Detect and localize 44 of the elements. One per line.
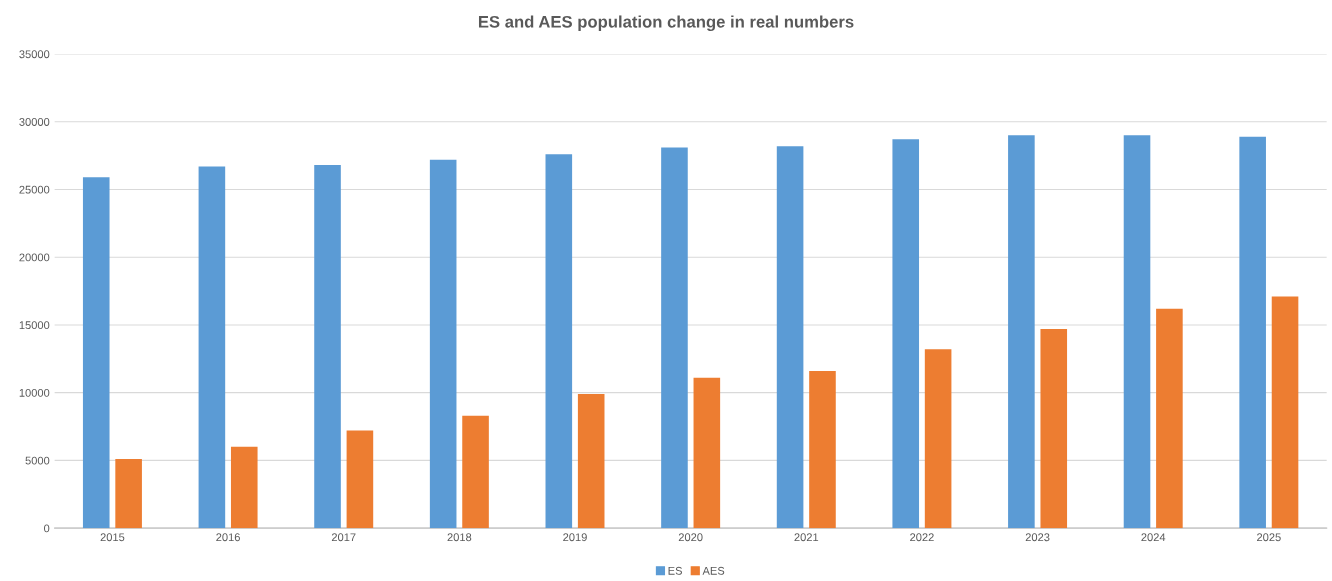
y-tick-label: 15000 [19, 321, 50, 330]
legend-label: ES [668, 566, 682, 575]
bar [1123, 135, 1151, 529]
bar [1271, 296, 1299, 529]
legend-label: AES [702, 566, 725, 575]
bar [776, 146, 804, 529]
bar [346, 430, 374, 529]
y-tick-label: 35000 [19, 50, 50, 59]
bar [82, 177, 110, 529]
x-tick-label: 2020 [678, 533, 703, 542]
y-tick-label: 10000 [19, 388, 50, 397]
y-tick-label: 25000 [19, 185, 50, 194]
bar [230, 446, 258, 529]
x-tick-label: 2023 [1025, 533, 1050, 542]
y-tick-label: 5000 [25, 456, 50, 465]
bar [545, 154, 573, 529]
bar [661, 147, 688, 529]
x-tick-label: 2024 [1141, 533, 1166, 542]
x-tick-label: 2015 [100, 533, 125, 542]
x-tick-label: 2019 [563, 533, 587, 542]
bar [577, 394, 605, 529]
y-tick-label: 20000 [19, 253, 50, 262]
bar [1239, 136, 1266, 529]
x-tick-label: 2017 [331, 533, 356, 542]
y-tick-label: 0 [44, 524, 50, 533]
x-tick-label: 2022 [910, 533, 934, 542]
x-tick-label: 2018 [447, 533, 472, 542]
bar [1040, 329, 1068, 529]
bar [1156, 308, 1183, 529]
bar [115, 459, 142, 529]
x-tick-label: 2016 [216, 533, 240, 542]
bar [693, 377, 721, 529]
bar [429, 159, 457, 529]
bar [462, 415, 489, 529]
bar [892, 139, 920, 529]
bar [198, 166, 226, 529]
bar [1008, 135, 1035, 529]
x-tick-label: 2021 [794, 533, 819, 542]
bar [314, 165, 341, 529]
bar [924, 349, 952, 529]
x-tick-label: 2025 [1257, 533, 1281, 542]
bar [809, 371, 836, 529]
chart-title: ES and AES population change in real numbers [478, 15, 854, 32]
y-tick-label: 30000 [19, 118, 50, 126]
